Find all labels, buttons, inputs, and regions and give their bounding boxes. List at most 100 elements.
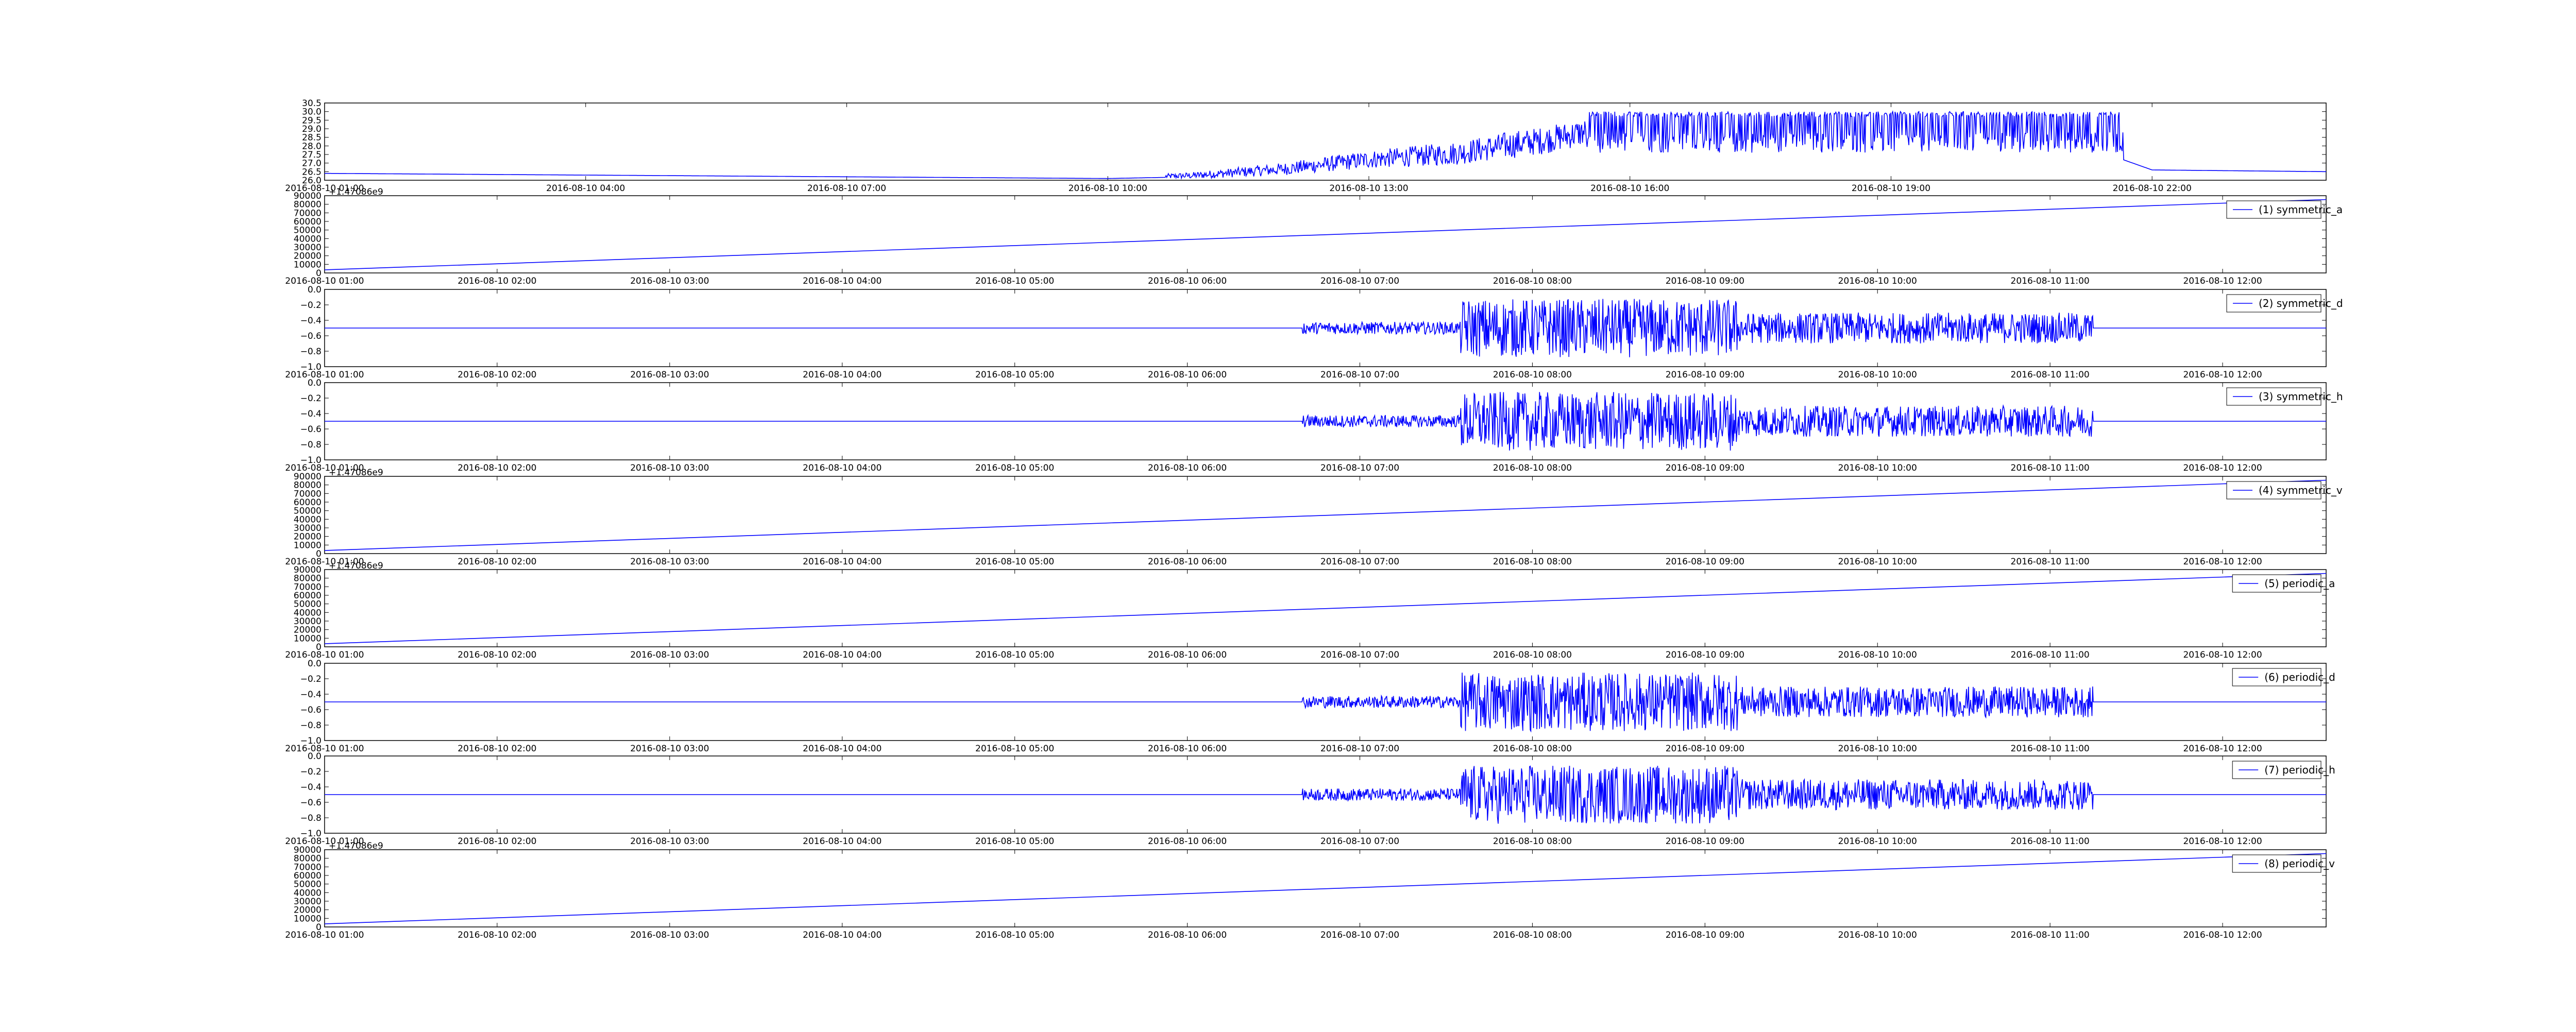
y-tick-label: 27.5 bbox=[302, 150, 321, 160]
series-line-symmetric_d bbox=[325, 299, 2326, 357]
x-tick-label: 2016-08-10 01:00 bbox=[285, 557, 364, 567]
x-tick-label: 2016-08-10 01:00 bbox=[285, 183, 364, 194]
y-tick-label: 0.0 bbox=[308, 285, 321, 295]
x-tick-label: 2016-08-10 11:00 bbox=[2011, 276, 2090, 286]
series-line-periodic_v bbox=[324, 853, 2327, 924]
x-tick-label: 2016-08-10 02:00 bbox=[457, 463, 536, 473]
x-tick-label: 2016-08-10 07:00 bbox=[1320, 650, 1399, 660]
x-tick-label: 2016-08-10 04:00 bbox=[546, 183, 625, 194]
y-tick-label: 10000 bbox=[294, 260, 321, 270]
x-tick-label: 2016-08-10 07:00 bbox=[1320, 836, 1399, 847]
x-tick-label: 2016-08-10 08:00 bbox=[1493, 650, 1572, 660]
y-offset-label: +1.47086e9 bbox=[329, 561, 383, 571]
x-tick-label: 2016-08-10 01:00 bbox=[285, 276, 364, 286]
x-tick-label: 2016-08-10 12:00 bbox=[2183, 836, 2262, 847]
x-tick-label: 2016-08-10 12:00 bbox=[2183, 276, 2262, 286]
x-tick-label: 2016-08-10 06:00 bbox=[1148, 370, 1227, 380]
x-tick-label: 2016-08-10 04:00 bbox=[803, 370, 882, 380]
chart-panel-periodic_a: 9000080000700006000050000400003000020000… bbox=[285, 561, 2335, 660]
x-tick-label: 2016-08-10 09:00 bbox=[1666, 836, 1744, 847]
x-tick-label: 2016-08-10 09:00 bbox=[1666, 463, 1744, 473]
y-tick-label: −1.0 bbox=[300, 736, 321, 746]
x-tick-label: 2016-08-10 03:00 bbox=[630, 370, 709, 380]
y-tick-label: 28.0 bbox=[302, 141, 321, 151]
y-tick-label: 10000 bbox=[294, 540, 321, 551]
x-tick-label: 2016-08-10 02:00 bbox=[457, 930, 536, 940]
x-tick-label: 2016-08-10 04:00 bbox=[803, 650, 882, 660]
x-tick-label: 2016-08-10 03:00 bbox=[630, 463, 709, 473]
x-tick-label: 2016-08-10 09:00 bbox=[1666, 930, 1744, 940]
y-tick-label: 30000 bbox=[294, 523, 321, 534]
y-tick-label: 10000 bbox=[294, 633, 321, 644]
y-tick-label: −0.2 bbox=[300, 393, 321, 404]
x-tick-label: 2016-08-10 07:00 bbox=[807, 183, 886, 194]
y-tick-label: −1.0 bbox=[300, 362, 321, 372]
x-tick-label: 2016-08-10 22:00 bbox=[2113, 183, 2192, 194]
y-tick-label: 20000 bbox=[294, 905, 321, 916]
legend-label: (6) periodic_d bbox=[2264, 671, 2335, 683]
y-tick-label: 80000 bbox=[294, 480, 321, 491]
y-tick-label: 30000 bbox=[294, 616, 321, 627]
y-tick-label: 30000 bbox=[294, 897, 321, 907]
y-tick-label: 28.5 bbox=[302, 133, 321, 143]
series-line-symmetric_v bbox=[324, 479, 2327, 551]
y-tick-label: 70000 bbox=[294, 208, 321, 218]
x-tick-label: 2016-08-10 10:00 bbox=[1838, 463, 1917, 473]
y-tick-label: −0.2 bbox=[300, 767, 321, 777]
x-tick-label: 2016-08-10 09:00 bbox=[1666, 276, 1744, 286]
y-tick-label: −0.2 bbox=[300, 674, 321, 684]
x-tick-label: 2016-08-10 05:00 bbox=[975, 463, 1054, 473]
y-tick-label: 50000 bbox=[294, 880, 321, 890]
x-tick-label: 2016-08-10 08:00 bbox=[1493, 276, 1572, 286]
x-tick-label: 2016-08-10 05:00 bbox=[975, 744, 1054, 754]
x-tick-label: 2016-08-10 04:00 bbox=[803, 744, 882, 754]
x-tick-label: 2016-08-10 11:00 bbox=[2011, 836, 2090, 847]
y-tick-label: 26.5 bbox=[302, 167, 321, 177]
x-tick-label: 2016-08-10 06:00 bbox=[1148, 276, 1227, 286]
y-tick-label: 29.0 bbox=[302, 124, 321, 134]
x-tick-label: 2016-08-10 08:00 bbox=[1493, 836, 1572, 847]
chart-panel-symmetric_v: 9000080000700006000050000400003000020000… bbox=[285, 468, 2342, 567]
x-tick-label: 2016-08-10 07:00 bbox=[1320, 370, 1399, 380]
y-tick-label: 0.0 bbox=[308, 378, 321, 388]
x-tick-label: 2016-08-10 03:00 bbox=[630, 930, 709, 940]
x-tick-label: 2016-08-10 13:00 bbox=[1329, 183, 1408, 194]
x-tick-label: 2016-08-10 06:00 bbox=[1148, 463, 1227, 473]
x-tick-label: 2016-08-10 11:00 bbox=[2011, 370, 2090, 380]
x-tick-label: 2016-08-10 03:00 bbox=[630, 557, 709, 567]
x-tick-label: 2016-08-10 03:00 bbox=[630, 744, 709, 754]
x-tick-label: 2016-08-10 08:00 bbox=[1493, 557, 1572, 567]
x-tick-label: 2016-08-10 02:00 bbox=[457, 836, 536, 847]
x-tick-label: 2016-08-10 01:00 bbox=[285, 930, 364, 940]
x-tick-label: 2016-08-10 09:00 bbox=[1666, 557, 1744, 567]
x-tick-label: 2016-08-10 06:00 bbox=[1148, 650, 1227, 660]
y-tick-label: 90000 bbox=[294, 565, 321, 575]
y-tick-label: 20000 bbox=[294, 532, 321, 542]
x-tick-label: 2016-08-10 10:00 bbox=[1838, 557, 1917, 567]
x-tick-label: 2016-08-10 06:00 bbox=[1148, 744, 1227, 754]
x-tick-label: 2016-08-10 10:00 bbox=[1838, 650, 1917, 660]
y-tick-label: 20000 bbox=[294, 625, 321, 635]
y-tick-label: 90000 bbox=[294, 472, 321, 482]
series-line-periodic_d bbox=[325, 673, 2326, 733]
x-tick-label: 2016-08-10 02:00 bbox=[457, 557, 536, 567]
x-tick-label: 2016-08-10 06:00 bbox=[1148, 836, 1227, 847]
series-line-periodic_a bbox=[324, 573, 2327, 644]
series-line-symmetric_a bbox=[324, 199, 2327, 270]
y-tick-label: −1.0 bbox=[300, 455, 321, 466]
x-tick-label: 2016-08-10 19:00 bbox=[1852, 183, 1930, 194]
y-tick-label: 40000 bbox=[294, 514, 321, 525]
x-tick-label: 2016-08-10 05:00 bbox=[975, 930, 1054, 940]
y-tick-label: −0.4 bbox=[300, 409, 321, 419]
x-tick-label: 2016-08-10 11:00 bbox=[2011, 650, 2090, 660]
y-tick-label: 30.5 bbox=[302, 98, 321, 109]
x-tick-label: 2016-08-10 10:00 bbox=[1838, 744, 1917, 754]
y-tick-label: 0 bbox=[316, 642, 321, 652]
x-tick-label: 2016-08-10 08:00 bbox=[1493, 463, 1572, 473]
series-line-periodic_h bbox=[325, 765, 2326, 824]
x-tick-label: 2016-08-10 09:00 bbox=[1666, 744, 1744, 754]
y-tick-label: 0.0 bbox=[308, 751, 321, 762]
